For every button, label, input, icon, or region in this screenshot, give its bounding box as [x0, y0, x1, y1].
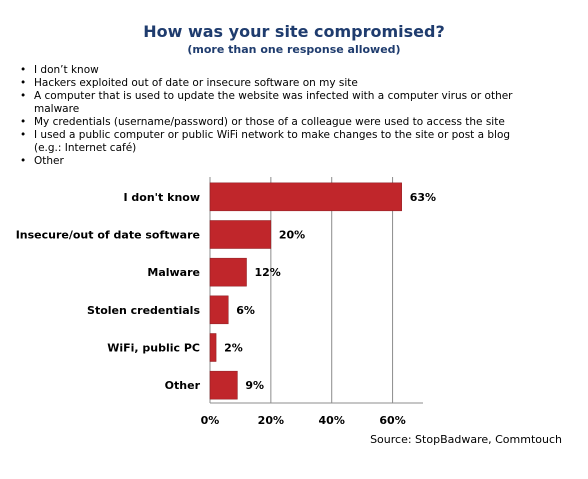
bar — [209, 220, 272, 249]
response-option: I used a public computer or public WiFi … — [20, 129, 540, 155]
response-options-list: I don’t know Hackers exploited out of da… — [20, 64, 540, 168]
chart-subtitle: (more than one response allowed) — [187, 43, 401, 56]
response-option: My credentials (username/password) or th… — [20, 116, 540, 129]
tick-label: 0% — [201, 414, 220, 427]
bar — [209, 257, 247, 287]
bar — [209, 295, 229, 325]
category-label: I don't know — [123, 191, 200, 204]
category-label: Other — [165, 379, 201, 392]
bar — [209, 182, 402, 212]
value-label: 63% — [410, 191, 436, 204]
bar — [209, 333, 217, 362]
tick-label: 40% — [319, 414, 345, 427]
source-note: Source: StopBadware, Commtouch — [370, 433, 562, 446]
value-label: 12% — [255, 266, 281, 279]
category-label: Stolen credentials — [87, 304, 200, 317]
chart-title: How was your site compromised? — [143, 22, 445, 41]
response-option: I don’t know — [20, 64, 540, 77]
category-label: WiFi, public PC — [107, 342, 200, 355]
response-option: Hackers exploited out of date or insecur… — [20, 77, 540, 90]
category-label: Insecure/out of date software — [16, 229, 200, 242]
response-option: A computer that is used to update the we… — [20, 90, 540, 116]
bar — [209, 370, 238, 400]
tick-label: 20% — [258, 414, 284, 427]
category-label: Malware — [147, 266, 200, 279]
value-label: 6% — [236, 304, 255, 317]
response-option: Other — [20, 155, 540, 168]
tick-label: 60% — [379, 414, 405, 427]
value-label: 20% — [279, 229, 305, 242]
value-label: 9% — [245, 379, 264, 392]
value-label: 2% — [224, 342, 243, 355]
